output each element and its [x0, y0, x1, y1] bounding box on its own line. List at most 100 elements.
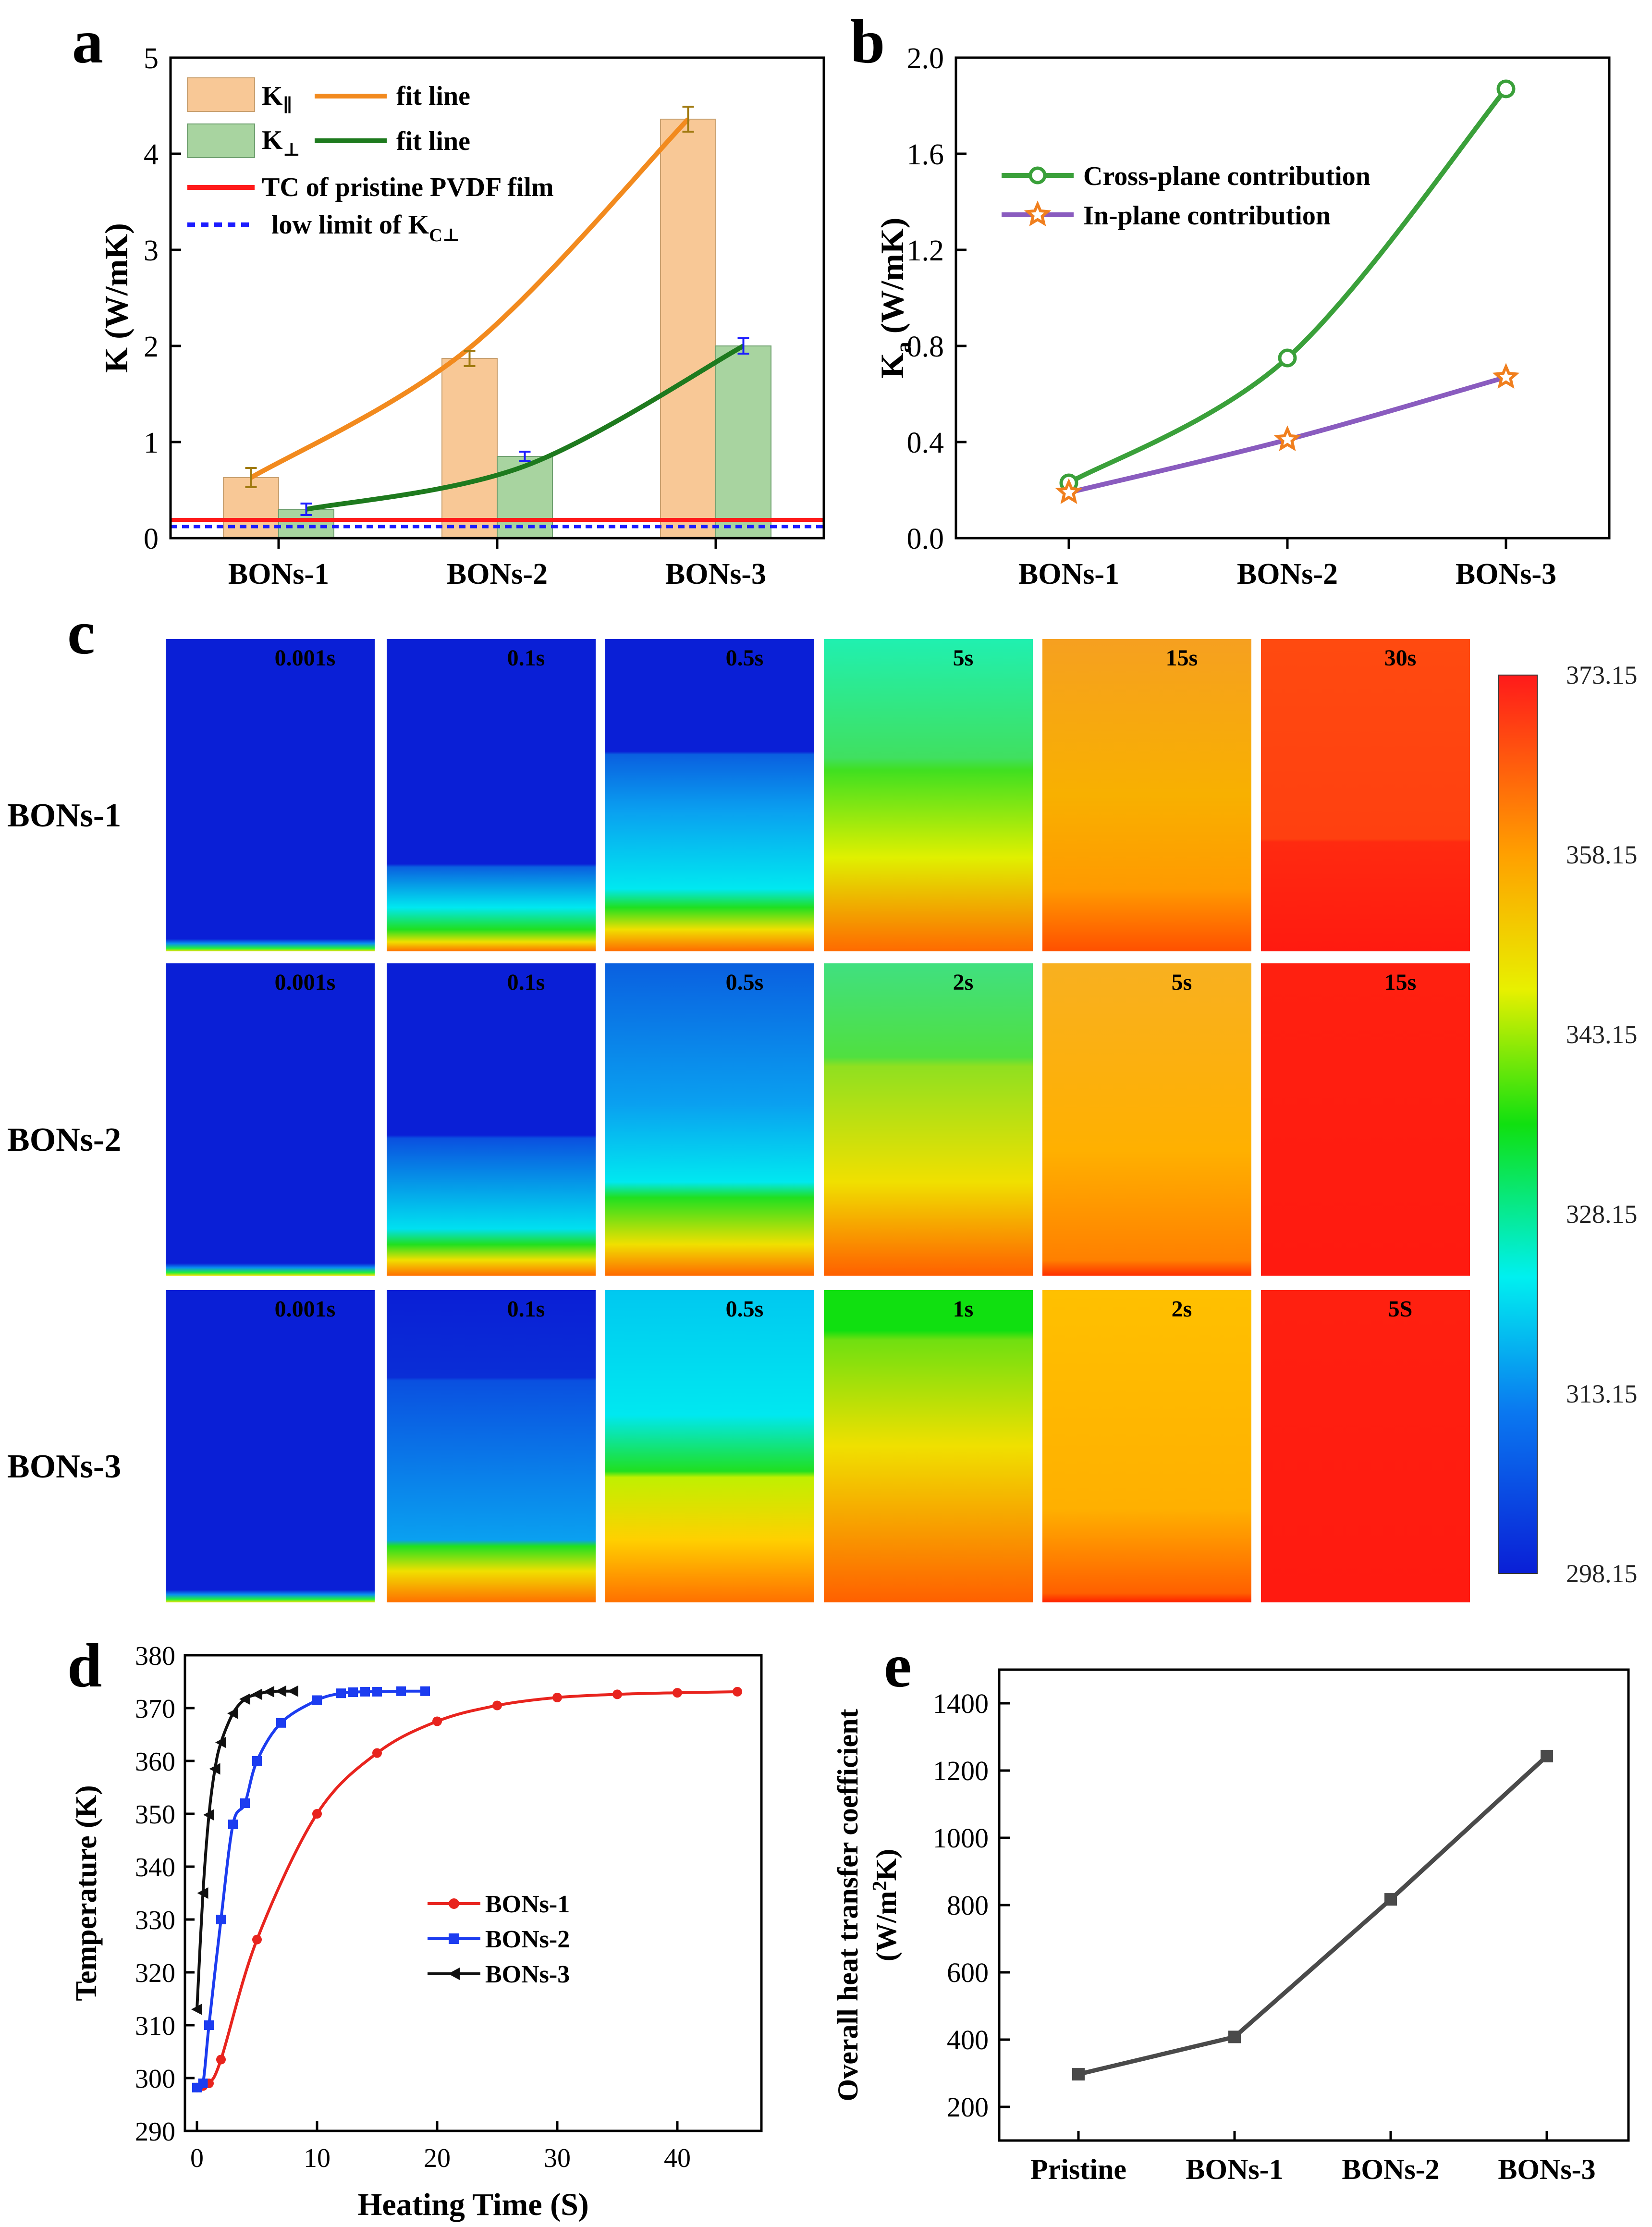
- heatmap-cell-bons-3-0.1s: [387, 1290, 596, 1602]
- y-tick-label: 3: [144, 234, 159, 267]
- panel-e-ylabel-line2: (W/m2K): [869, 1849, 902, 1961]
- data-point-bons-3: [251, 1688, 262, 1700]
- y-tick-label: 1000: [933, 1822, 989, 1854]
- panel-letter-e: e: [884, 1631, 912, 1700]
- data-point-bons-2: [240, 1798, 250, 1808]
- series-line-bons-3: [196, 1689, 294, 2010]
- y-tick-label: 1.6: [907, 138, 944, 171]
- data-point-bons-1: [1228, 2030, 1241, 2043]
- data-point-bons-2: [420, 1686, 430, 1696]
- data-point-bons-2: [216, 1915, 226, 1924]
- data-point-bons-2: [372, 1686, 382, 1697]
- data-point-bons-3: [215, 1736, 226, 1748]
- panel-e-ylabel-line1: Overall heat transfer coefficient: [832, 1709, 864, 2102]
- heatmap-cell-bons-3-0.5s: [605, 1290, 814, 1602]
- fit-line-k-parallel: [249, 117, 690, 480]
- y-tick-label: 1: [144, 427, 159, 459]
- y-tick-label: 0.4: [907, 427, 944, 459]
- panel-e-line-chart: 200 400 600 800 1000 1200 1400 Pristine BONs-1 BO…: [832, 1668, 1630, 2185]
- data-point-bons-3: [263, 1686, 274, 1698]
- x-tick-label: BONs-3: [1498, 2153, 1595, 2185]
- heat-transfer-line: [1077, 1754, 1549, 2077]
- heatmap-cell-bons-1-5s: [824, 639, 1033, 951]
- heatmap-cell-bons-1-15s: [1042, 639, 1251, 951]
- data-point-bons-2: [360, 1686, 370, 1697]
- data-point-bons-1: [733, 1686, 742, 1697]
- time-label: 0.1s: [507, 970, 545, 995]
- time-label: 0.5s: [726, 970, 764, 995]
- panel-b-plot-frame: [954, 56, 1611, 540]
- legend-bons1-label: BONs-1: [485, 1891, 570, 1918]
- y-tick-label: 350: [135, 1800, 175, 1830]
- y-tick-label: 5: [144, 42, 159, 75]
- data-point-bons-3: [1541, 1749, 1553, 1762]
- panel-d-plot-frame: [184, 1654, 763, 2132]
- data-point-bons-2: [228, 1820, 238, 1829]
- heatmap-cell-bons-3-5S: [1261, 1290, 1470, 1602]
- data-point-bons-2: [348, 1687, 358, 1697]
- heatmap-cell-bons-2-5s: [1042, 963, 1251, 1276]
- heatmap-cell-bons-3-1s: [824, 1290, 1033, 1602]
- legend-cross-plane-marker: [1028, 166, 1047, 185]
- x-tick-label: 10: [304, 2143, 330, 2173]
- heatmap-cell-bons-2-0.001s: [166, 963, 375, 1276]
- legend-in-plane-marker: [1024, 200, 1052, 227]
- panel-letter-b: b: [850, 7, 885, 76]
- in-plane-point-bons-3: [1492, 363, 1520, 389]
- y-tick-label: 200: [947, 2092, 989, 2123]
- y-tick-label: 800: [947, 1890, 989, 1921]
- cross-plane-line: [1067, 87, 1508, 485]
- series-line-bons-2: [196, 1689, 426, 2091]
- data-point-bons-1: [552, 1693, 562, 1702]
- data-point-bons-1: [372, 1748, 382, 1758]
- time-label: 2s: [1172, 1296, 1192, 1322]
- x-tick-label: 0: [190, 2143, 204, 2173]
- data-point-bons-3: [275, 1685, 286, 1697]
- x-tick-label: BONs-1: [1018, 558, 1119, 591]
- colorbar-tick-label: 313.15: [1566, 1379, 1638, 1408]
- bar-k-perp-bons-3: [715, 345, 771, 539]
- legend-k-parallel-label: K∥: [262, 81, 293, 116]
- data-point-bons-1: [492, 1700, 502, 1710]
- legend-fit-line-label-2: fit line: [396, 126, 470, 156]
- legend-low-limit-label: low limit of KC⊥: [271, 210, 460, 246]
- data-point-bons-1: [673, 1688, 682, 1698]
- time-label: 0.1s: [507, 1296, 545, 1322]
- data-point-bons-3: [209, 1763, 220, 1775]
- row-label-bons-2: BONs-2: [7, 1121, 121, 1158]
- panel-b-line-chart: 0.0 0.4 0.8 1.2 1.6 2.0 BONs-1 BONs-2 BONs-3 Ka …: [874, 42, 1611, 591]
- panel-a-legend: K∥ fit line K⊥ fit line TC of pristine P…: [187, 77, 554, 246]
- heatmap-cell-bons-2-0.1s: [387, 963, 596, 1276]
- data-point-bons-3: [239, 1693, 250, 1705]
- data-point-bons-1: [312, 1809, 322, 1819]
- data-point-bons-1: [432, 1716, 442, 1726]
- colorbar-tick-label: 298.15: [1566, 1559, 1638, 1588]
- heatmap-cell-bons-1-0.5s: [605, 639, 814, 951]
- time-label: 0.001s: [275, 1296, 336, 1322]
- y-tick-label: 290: [135, 2117, 175, 2147]
- legend-k-perp-swatch: [187, 123, 255, 158]
- data-point-bons-3: [197, 1887, 208, 1899]
- y-tick-label: 4: [144, 138, 159, 171]
- time-label: 0.001s: [275, 970, 336, 995]
- series-line-bons-1: [196, 1690, 738, 2089]
- time-label: 15s: [1166, 645, 1198, 671]
- colorbar-tick-label: 328.15: [1566, 1200, 1638, 1229]
- panel-letter-c: c: [67, 598, 95, 667]
- y-tick-label: 310: [135, 2011, 175, 2041]
- data-point-bons-2: [396, 1686, 406, 1696]
- data-point-bons-2: [1384, 1893, 1397, 1906]
- legend-bons2-marker: [449, 1933, 459, 1944]
- x-tick-label: 30: [544, 2143, 571, 2173]
- y-tick-label: 600: [947, 1957, 989, 1988]
- bar-k-parallel-bons-3: [660, 119, 716, 539]
- time-label: 15s: [1384, 970, 1417, 995]
- in-plane-point-bons-2: [1273, 425, 1301, 452]
- panel-d-xlabel: Heating Time (S): [357, 2187, 589, 2222]
- time-label: 0.1s: [507, 645, 545, 671]
- heatmap-cell-bons-2-0.5s: [605, 963, 814, 1276]
- x-tick-label: BONs-3: [665, 558, 766, 591]
- colorbar-tick-label: 373.15: [1566, 661, 1638, 689]
- x-tick-label: BONs-1: [1186, 2153, 1283, 2185]
